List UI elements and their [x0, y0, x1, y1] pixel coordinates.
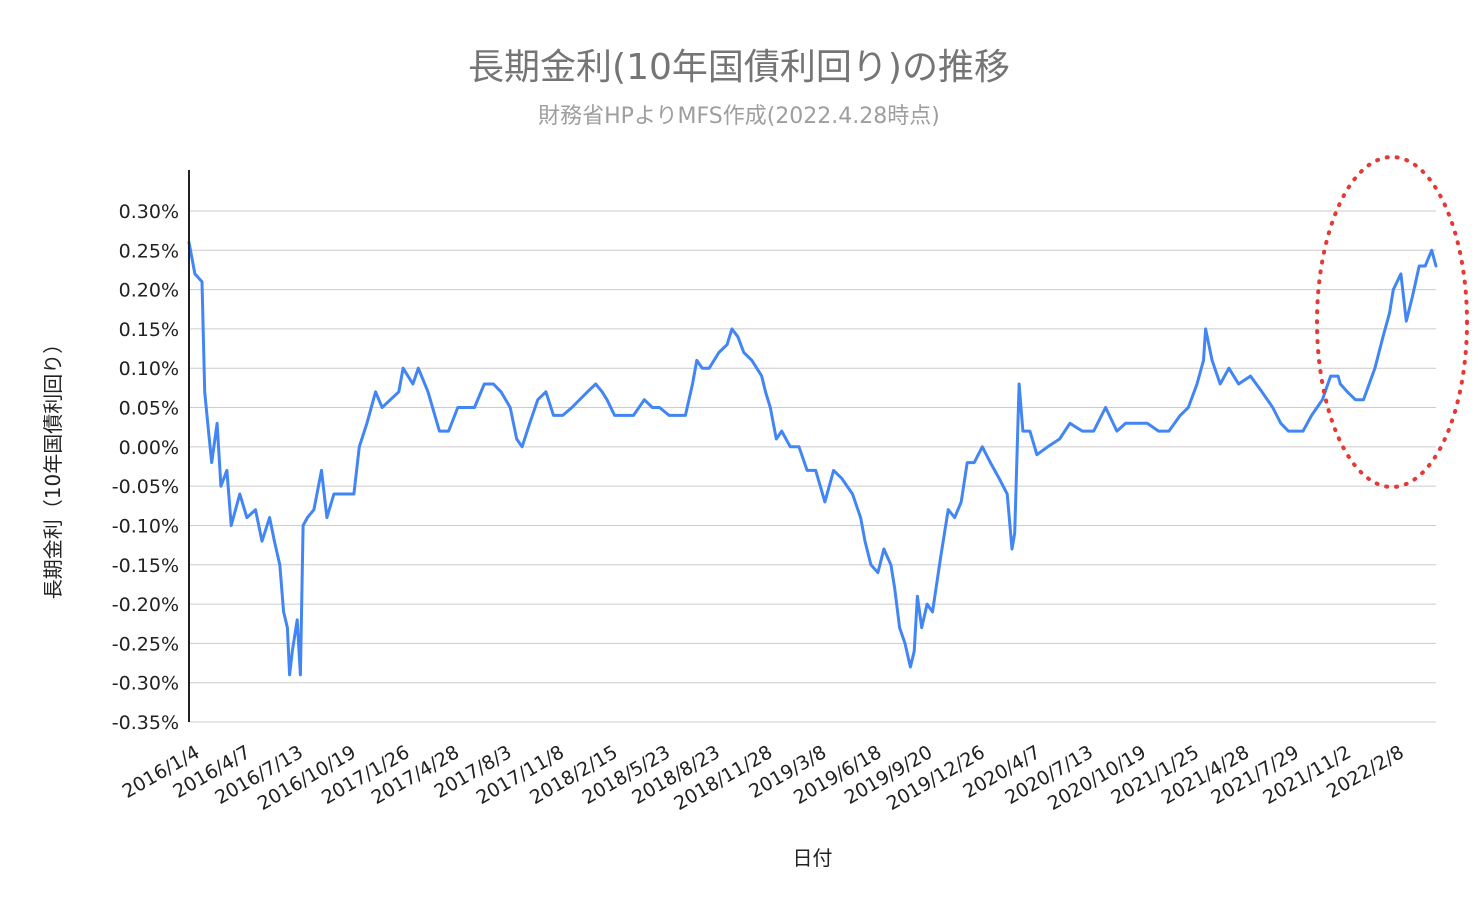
y-tick-label: 0.15%	[119, 319, 179, 341]
series-line	[187, 240, 1438, 677]
y-axis-ticks: 0.30% 0.25% 0.20% 0.15% 0.10% 0.05% 0.00% -0.05…	[112, 201, 179, 734]
x-axis-ticks: 2016/1/42016/4/72016/7/132016/10/192017/…	[119, 741, 1408, 815]
y-tick-label: -0.35%	[112, 712, 179, 734]
y-tick-label: 0.30%	[119, 201, 179, 223]
y-tick-label: 0.00%	[119, 437, 179, 459]
y-tick-label: -0.30%	[112, 673, 179, 695]
y-tick-label: 0.10%	[119, 358, 179, 380]
y-tick-label: -0.20%	[112, 594, 179, 616]
gridlines	[189, 210, 1436, 723]
y-tick-label: -0.10%	[112, 515, 179, 537]
y-tick-label: -0.25%	[112, 633, 179, 655]
y-tick-label: -0.05%	[112, 476, 179, 498]
y-tick-label: -0.15%	[112, 555, 179, 577]
chart-subtitle: 財務省HPよりMFS作成(2022.4.28時点)	[538, 104, 940, 129]
chart-title: 長期金利(10年国債利回り)の推移	[468, 47, 1010, 88]
y-axis-title: 長期金利（10年国債利回り）	[41, 334, 65, 599]
highlight-ellipse	[1315, 155, 1469, 489]
x-axis-title: 日付	[793, 846, 833, 870]
y-tick-label: 0.25%	[119, 240, 179, 262]
y-tick-label: 0.05%	[119, 398, 179, 420]
y-tick-label: 0.20%	[119, 280, 179, 302]
